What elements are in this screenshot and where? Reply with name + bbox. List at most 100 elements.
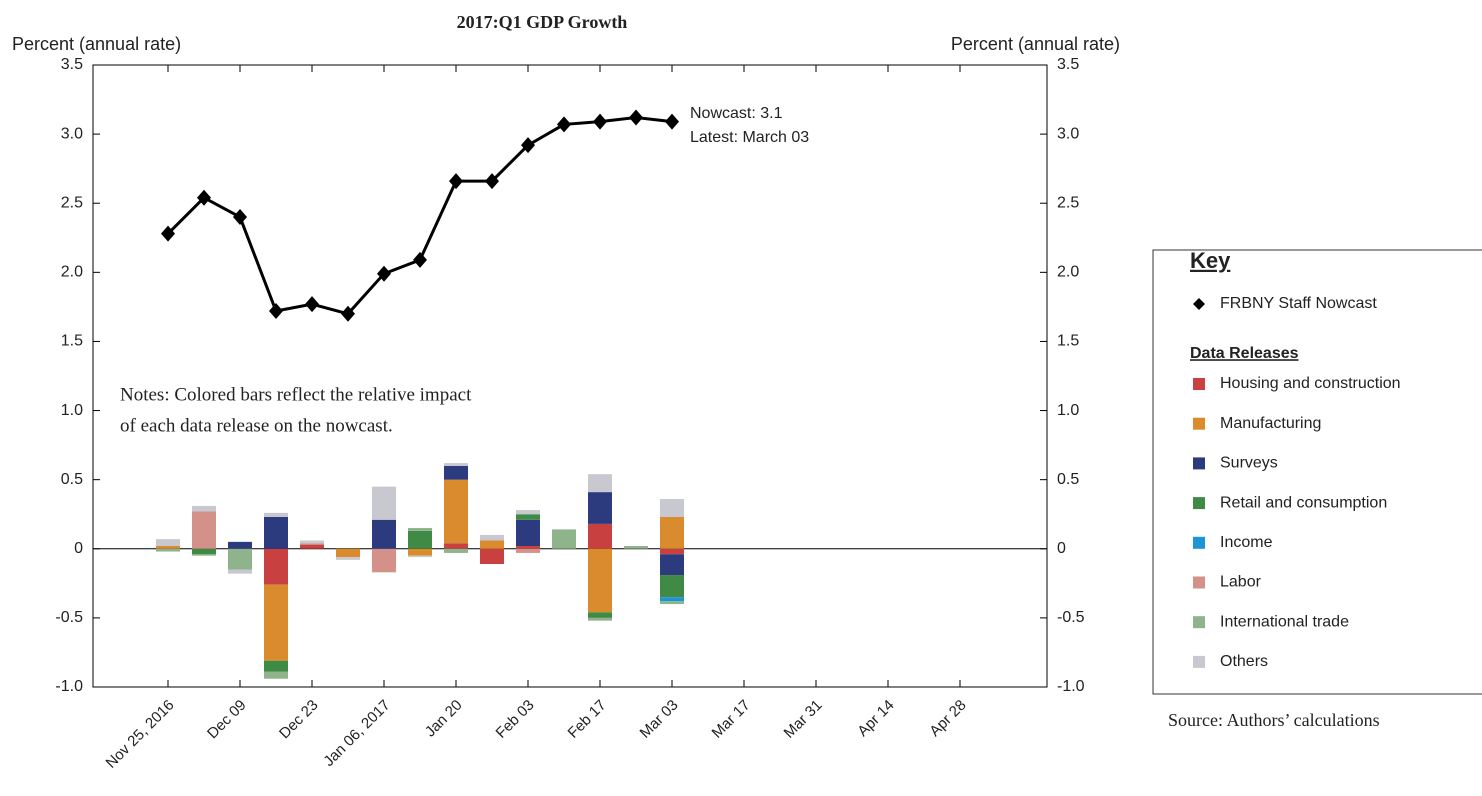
x-tick-label: Nov 25, 2016 <box>103 697 178 772</box>
y-tick-label: 0.5 <box>61 471 83 488</box>
x-tick-label: Feb 03 <box>493 697 538 742</box>
bar-segment <box>264 660 288 672</box>
x-tick-label: Feb 17 <box>565 697 610 742</box>
bar-segment <box>624 546 648 549</box>
chart-title: 2017:Q1 GDP Growth <box>457 12 628 32</box>
bar-segment <box>480 548 504 564</box>
y-tick-label: -1.0 <box>55 678 83 695</box>
x-tick-label: Mar 03 <box>637 697 682 742</box>
x-tick-label: Jan 20 <box>422 697 466 741</box>
legend-label: Retail and consumption <box>1220 494 1387 511</box>
legend-swatch <box>1193 655 1205 668</box>
bar-segment <box>300 543 324 545</box>
nowcast-marker <box>341 305 355 322</box>
y-tick-label: 3.5 <box>61 56 83 73</box>
bar-segment <box>192 548 216 555</box>
y-tick-label: -0.5 <box>55 609 83 626</box>
bar-segment <box>264 516 288 549</box>
y-axis-label: Percent (annual rate) <box>12 34 181 54</box>
x-tick-label: Dec 23 <box>276 697 322 743</box>
legend-label: Manufacturing <box>1220 415 1321 432</box>
nowcast-marker <box>197 189 211 206</box>
legend-label: Surveys <box>1220 455 1278 472</box>
legend-subtitle: Data Releases <box>1190 345 1299 362</box>
bar-segment <box>264 671 288 679</box>
y-tick-label: 3.0 <box>61 125 83 142</box>
bar-segment <box>228 541 252 549</box>
y2-tick-label: 1.0 <box>1057 402 1079 419</box>
y2-tick-label: -1.0 <box>1057 678 1085 695</box>
bar-segment <box>660 548 684 555</box>
legend-label: Income <box>1220 534 1273 551</box>
y2-tick-label: 3.5 <box>1057 56 1079 73</box>
bar-segment <box>588 492 612 524</box>
legend-label: International trade <box>1220 613 1349 630</box>
y2-tick-label: 2.5 <box>1057 194 1079 211</box>
legend-swatch <box>1193 497 1205 510</box>
nowcast-marker <box>233 209 247 226</box>
bar-segment <box>228 569 252 574</box>
bar-segment <box>192 554 216 556</box>
bar-segment <box>408 530 432 549</box>
y2-tick-label: 3.0 <box>1057 125 1079 142</box>
nowcast-marker <box>629 109 643 126</box>
bar-segment <box>552 529 576 549</box>
annotation: Latest: March 03 <box>690 129 809 146</box>
y-tick-label: 0 <box>74 540 83 557</box>
x-tick-label: Apr 28 <box>926 697 969 740</box>
bar-segment <box>588 617 612 621</box>
legend-label: Housing and construction <box>1220 375 1401 392</box>
bar-segment <box>660 554 684 576</box>
legend-title: Key <box>1190 248 1231 273</box>
bar-segment <box>372 486 396 520</box>
legend-swatch <box>1193 457 1205 470</box>
bar-segment <box>300 544 324 549</box>
bar-segment <box>660 516 684 549</box>
bar-segment <box>588 612 612 618</box>
bar-segment <box>408 548 432 556</box>
bar-segment <box>516 519 540 547</box>
bar-segment <box>444 479 468 544</box>
nowcast-marker <box>593 113 607 130</box>
bar-segment <box>156 546 180 549</box>
nowcast-marker <box>305 296 319 313</box>
bar-segment <box>516 548 540 553</box>
bar-segment <box>588 474 612 493</box>
bar-segment <box>228 548 252 570</box>
nowcast-marker <box>665 113 679 130</box>
bar-segment <box>480 534 504 541</box>
y2-axis-label: Percent (annual rate) <box>951 34 1120 54</box>
bar-segment <box>372 519 396 549</box>
bar-segment <box>156 548 180 552</box>
y-tick-label: 1.0 <box>61 402 83 419</box>
bar-segment <box>408 528 432 531</box>
legend-box <box>1152 249 1482 695</box>
bar-segment <box>336 548 360 558</box>
bar-segment <box>372 548 396 573</box>
legend-swatch <box>1193 378 1205 390</box>
bar-segment <box>480 540 504 549</box>
legend-swatch <box>1193 576 1205 589</box>
y2-tick-label: -0.5 <box>1057 609 1085 626</box>
bar-segment <box>660 575 684 598</box>
nowcast-marker <box>557 116 571 133</box>
y-tick-label: 2.0 <box>61 264 83 281</box>
bar-segment <box>588 548 612 613</box>
y-tick-label: 1.5 <box>61 333 83 350</box>
nowcast-marker <box>269 303 283 320</box>
bar-segment <box>516 546 540 549</box>
bar-segment <box>192 505 216 512</box>
legend-label: Labor <box>1220 574 1262 591</box>
x-tick-label: Mar 17 <box>709 697 754 742</box>
nowcast-marker <box>485 173 499 190</box>
note: Notes: Colored bars reflect the relative… <box>120 384 472 405</box>
legend-swatch <box>1193 417 1205 430</box>
bar-segment <box>444 543 468 549</box>
annotation: Nowcast: 3.1 <box>690 105 783 122</box>
note: of each data release on the nowcast. <box>120 415 393 436</box>
bar-segment <box>444 465 468 480</box>
bar-segment <box>516 510 540 515</box>
x-tick-label: Jan 06, 2017 <box>320 697 393 770</box>
source: Source: Authors’ calculations <box>1168 710 1380 730</box>
y2-tick-label: 0 <box>1057 540 1066 557</box>
